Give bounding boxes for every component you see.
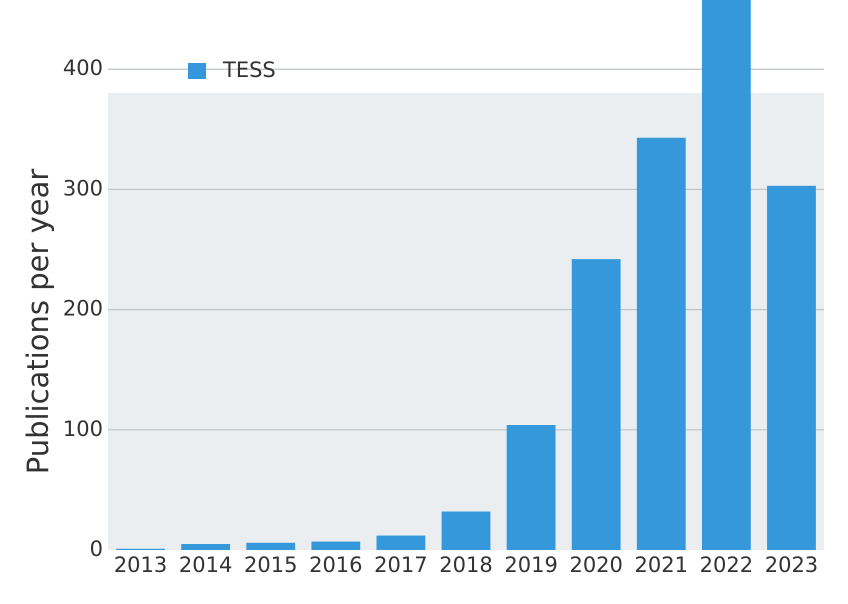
x-axis-ticks: 2013 2014 2015 2016 2017 2018 2019 2020 2021 2022… [114, 553, 818, 577]
bar-2014 [181, 543, 231, 550]
bar-2013 [116, 548, 165, 550]
x-tick-label-2016: 2016 [309, 553, 362, 577]
bar-2019 [506, 425, 556, 550]
x-tick-label-2014: 2014 [179, 553, 232, 577]
bar-2018 [441, 511, 491, 550]
x-tick-label-2019: 2019 [504, 553, 557, 577]
bar-2022 [701, 0, 751, 551]
x-tick-label-2023: 2023 [765, 553, 818, 577]
bar-2015 [246, 542, 296, 550]
bar-2017 [376, 535, 426, 550]
bar-2021 [636, 137, 686, 550]
x-tick-label-2017: 2017 [374, 553, 427, 577]
legend: TESS [188, 58, 276, 82]
x-tick-label-2021: 2021 [635, 553, 688, 577]
y-axis-label: Publications per year [21, 169, 55, 475]
x-tick-label-2015: 2015 [244, 553, 297, 577]
legend-label-tess: TESS [222, 58, 276, 82]
y-tick-label-200: 200 [63, 297, 103, 321]
bar-2023 [767, 185, 816, 550]
x-tick-label-2018: 2018 [439, 553, 492, 577]
x-tick-label-2022: 2022 [700, 553, 753, 577]
y-axis-ticks: 0100200300400500 [63, 56, 103, 561]
y-tick-label-300: 300 [63, 176, 103, 200]
x-tick-label-2013: 2013 [114, 553, 167, 577]
bars [116, 0, 816, 551]
y-tick-label-100: 100 [63, 417, 103, 441]
x-tick-label-2020: 2020 [569, 553, 622, 577]
legend-swatch-tess [188, 63, 206, 79]
bar-2020 [571, 259, 621, 550]
y-tick-label-400: 400 [63, 56, 103, 80]
y-tick-label-0: 0 [90, 537, 103, 561]
bar-2016 [311, 541, 361, 550]
